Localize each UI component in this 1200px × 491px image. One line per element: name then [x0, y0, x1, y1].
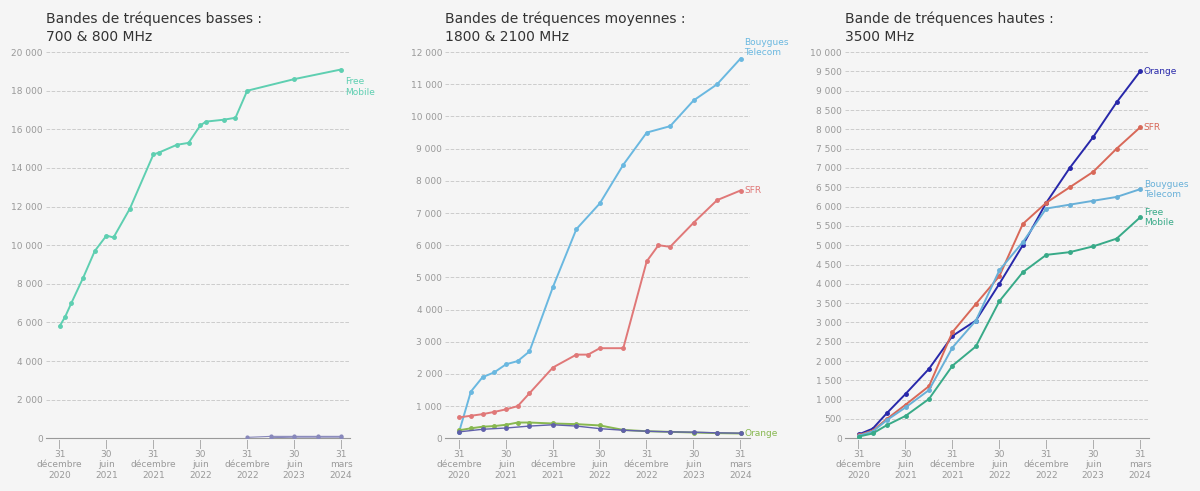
- Text: Free
Mobile: Free Mobile: [1144, 208, 1174, 227]
- Text: Bande de tréquences hautes :
3500 MHz: Bande de tréquences hautes : 3500 MHz: [845, 11, 1054, 44]
- Text: Bouygues
Telecom: Bouygues Telecom: [744, 37, 788, 57]
- Text: SFR: SFR: [1144, 123, 1160, 132]
- Text: Bandes de tréquences moyennes :
1800 & 2100 MHz: Bandes de tréquences moyennes : 1800 & 2…: [445, 11, 685, 44]
- Text: SFR: SFR: [744, 186, 761, 195]
- Text: Orange: Orange: [1144, 67, 1177, 76]
- Text: Bandes de tréquences basses :
700 & 800 MHz: Bandes de tréquences basses : 700 & 800 …: [46, 11, 262, 44]
- Text: Free
Mobile: Free Mobile: [344, 77, 374, 97]
- Text: Bouygues
Telecom: Bouygues Telecom: [1144, 180, 1188, 199]
- Text: Orange: Orange: [744, 429, 778, 438]
